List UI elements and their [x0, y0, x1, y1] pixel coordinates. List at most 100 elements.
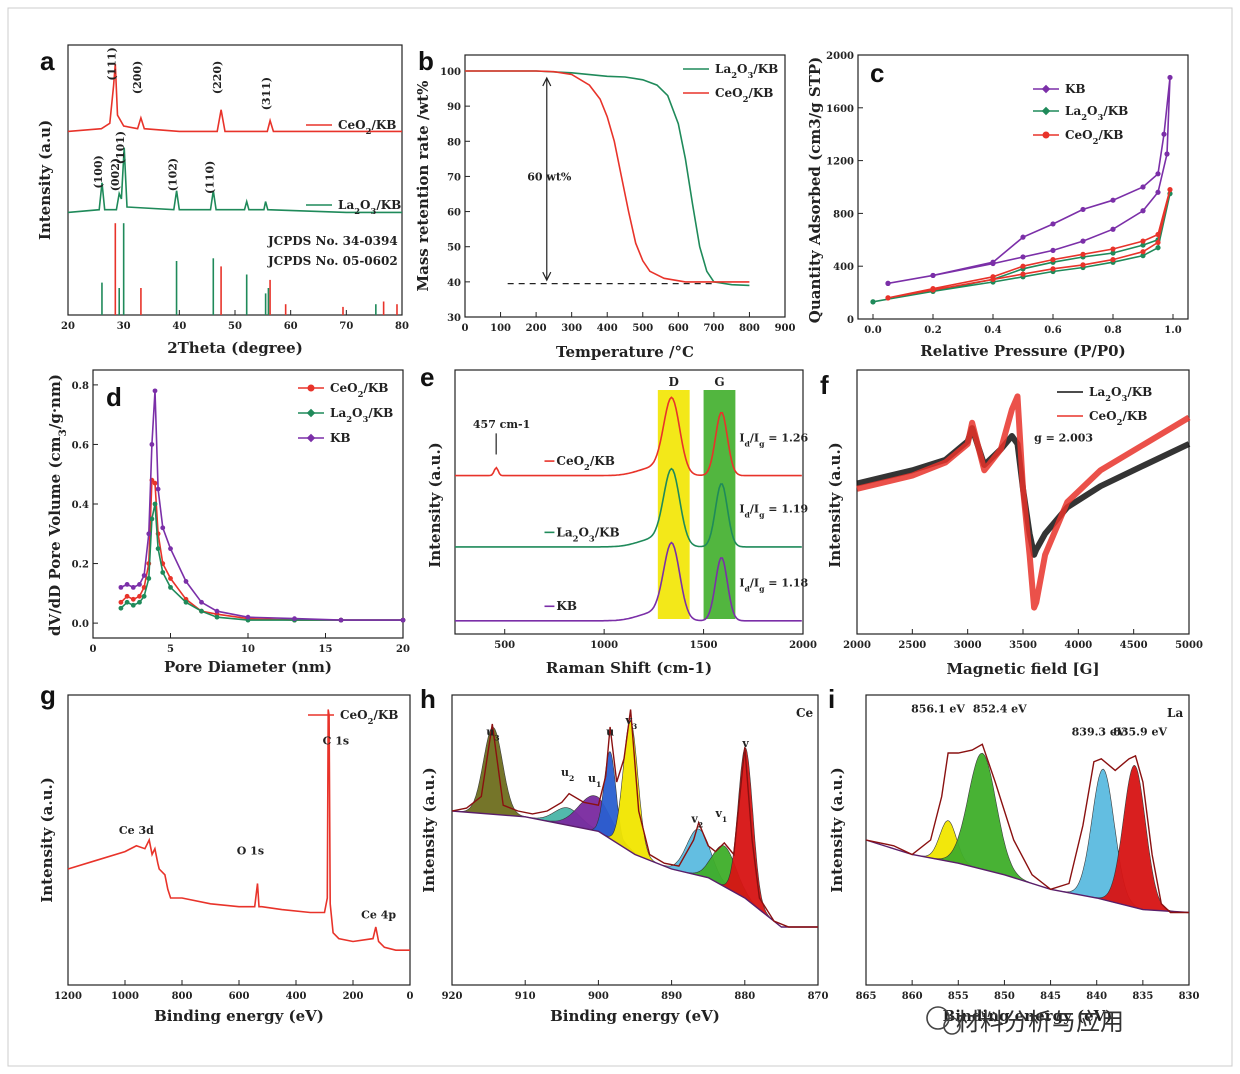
peak-label: v2	[690, 813, 703, 830]
series-point	[990, 274, 996, 280]
peak-label: 852.4 eV	[973, 702, 1027, 715]
y-axis-label: Quantity Adsorbed (cm3/g STP)	[806, 57, 824, 323]
y-tick-label: 400	[833, 262, 854, 273]
watermark: 材料分析与应用	[926, 1006, 1124, 1036]
series-point	[149, 516, 155, 522]
peak-label: (002)	[109, 158, 122, 191]
series-point	[990, 259, 996, 265]
x-tick-label: 4500	[1120, 640, 1148, 651]
arrow-head	[542, 76, 552, 87]
x-axis-label: Relative Pressure (P/P0)	[920, 342, 1125, 360]
annotation-label: g = 2.003	[1034, 431, 1093, 444]
y-tick-label: 80	[447, 137, 461, 148]
legend-label: CeO2/KB	[556, 454, 614, 472]
series-point	[1140, 208, 1146, 214]
legend-label: CeO2/KB	[338, 118, 396, 136]
legend-label: La2O3/KB	[330, 406, 393, 424]
y-tick-label: 0.4	[72, 500, 89, 511]
series-point	[1140, 253, 1146, 259]
x-tick-label: 1500	[690, 640, 718, 651]
band-highlight	[703, 390, 736, 619]
peak-label: 835.9 eV	[1113, 726, 1167, 739]
series-point	[1161, 131, 1167, 137]
background-line	[451, 810, 818, 928]
x-tick-label: 835	[1132, 991, 1153, 1002]
x-axis-label: 2Theta (degree)	[167, 339, 303, 357]
series-point	[1155, 231, 1161, 238]
x-tick-label: 30	[117, 321, 131, 332]
fit-component	[454, 726, 533, 819]
wechat-icon	[943, 1017, 961, 1035]
peak-annotation: O 1s	[237, 845, 264, 858]
peak-annotation: Ce 4p	[361, 908, 396, 921]
x-axis-label: Binding energy (eV)	[943, 1007, 1113, 1025]
series-point	[141, 573, 147, 578]
panel-label: d	[106, 382, 122, 412]
y-tick-label: 1600	[826, 104, 854, 115]
y-tick-label: 70	[447, 172, 461, 183]
series-line	[67, 63, 402, 133]
band-label: D	[669, 375, 679, 389]
peak-label: (311)	[260, 77, 273, 110]
series-point	[155, 486, 161, 492]
x-tick-label: 855	[948, 991, 969, 1002]
x-tick-label: 1000	[111, 991, 139, 1002]
panel-label: b	[418, 46, 434, 76]
x-tick-label: 0.6	[1044, 325, 1061, 336]
x-tick-label: 840	[1086, 991, 1107, 1002]
peak-label: v1	[714, 807, 727, 824]
series-line	[856, 393, 1191, 611]
legend-label: CeO2/KB	[330, 381, 388, 399]
peak-label: (101)	[114, 131, 127, 164]
series-line	[120, 478, 403, 621]
x-tick-label: 0.4	[984, 325, 1001, 336]
plot-frame	[454, 369, 804, 635]
panel-f: f 2000 2500 3000 3500 4000 4500 5000 La2O3/KB CeO…	[820, 369, 1203, 678]
series-point	[152, 388, 158, 394]
x-tick-label: 850	[994, 991, 1015, 1002]
legend-label: CeO2/KB	[715, 86, 773, 104]
peak-label: (200)	[131, 61, 144, 94]
series-point	[870, 299, 876, 305]
legend-label: CeO2/KB	[340, 708, 398, 726]
x-tick-label: 80	[395, 321, 409, 332]
series-point	[183, 599, 189, 605]
peak-annotation: C 1s	[323, 734, 349, 747]
series-point	[160, 570, 166, 575]
y-tick-label: 100	[440, 67, 461, 78]
series-point	[1050, 257, 1056, 263]
series-line	[120, 390, 403, 621]
x-tick-label: 100	[490, 323, 511, 334]
series-point	[1164, 151, 1170, 157]
series-point	[183, 579, 189, 584]
panel-h: h 920 910 900 890 880 870 u3 u2 u1 u v3 v2 v1 v Ce Bindi…	[420, 684, 828, 1025]
x-tick-label: 0	[90, 644, 97, 655]
series-point	[152, 501, 158, 507]
series-point	[1080, 206, 1086, 213]
series-point	[137, 593, 142, 599]
peak-annotation: Ce 3d	[119, 824, 154, 837]
background-line	[865, 839, 1190, 914]
x-tick-label: 200	[343, 991, 364, 1002]
plot-frame	[451, 694, 819, 986]
x-tick-label: 15	[319, 644, 333, 655]
series-line	[465, 70, 750, 283]
x-tick-label: 0.2	[924, 325, 941, 336]
legend-label: La2O3/KB	[1089, 385, 1152, 403]
plot-frame	[464, 54, 786, 318]
element-label: Ce	[796, 706, 814, 720]
panel-label: g	[40, 680, 56, 710]
y-tick-label: 0.0	[72, 619, 89, 630]
y-tick-label: 0.2	[72, 560, 89, 571]
series-point	[1110, 250, 1116, 256]
y-tick-label: 800	[833, 209, 854, 220]
series-point	[1140, 238, 1146, 244]
series-line	[887, 189, 1171, 299]
y-tick-label: 40	[447, 278, 461, 289]
peak-label: u1	[588, 772, 601, 789]
series-point	[1155, 239, 1161, 246]
x-tick-label: 2000	[843, 640, 871, 651]
series-point	[245, 614, 251, 620]
jcpds-label: JCPDS No. 05-0602	[267, 254, 398, 268]
